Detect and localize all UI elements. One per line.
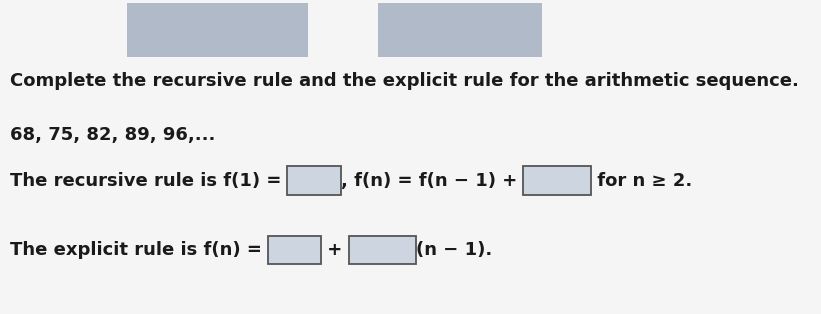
Text: (n − 1).: (n − 1). bbox=[416, 241, 493, 259]
Bar bbox=[268, 236, 321, 264]
Text: The recursive rule is f(1) =: The recursive rule is f(1) = bbox=[10, 171, 287, 190]
Text: for n ≥ 2.: for n ≥ 2. bbox=[590, 171, 692, 190]
Bar bbox=[523, 166, 590, 195]
Text: +: + bbox=[321, 241, 349, 259]
Bar bbox=[287, 166, 341, 195]
Text: 68, 75, 82, 89, 96,...: 68, 75, 82, 89, 96,... bbox=[10, 126, 215, 143]
Text: , f(n) = f(n − 1) +: , f(n) = f(n − 1) + bbox=[341, 171, 523, 190]
Text: Complete the recursive rule and the explicit rule for the arithmetic sequence.: Complete the recursive rule and the expl… bbox=[10, 72, 799, 90]
Bar bbox=[378, 3, 542, 57]
Text: The explicit rule is f(n) =: The explicit rule is f(n) = bbox=[10, 241, 268, 259]
Bar bbox=[349, 236, 416, 264]
Bar bbox=[127, 3, 308, 57]
